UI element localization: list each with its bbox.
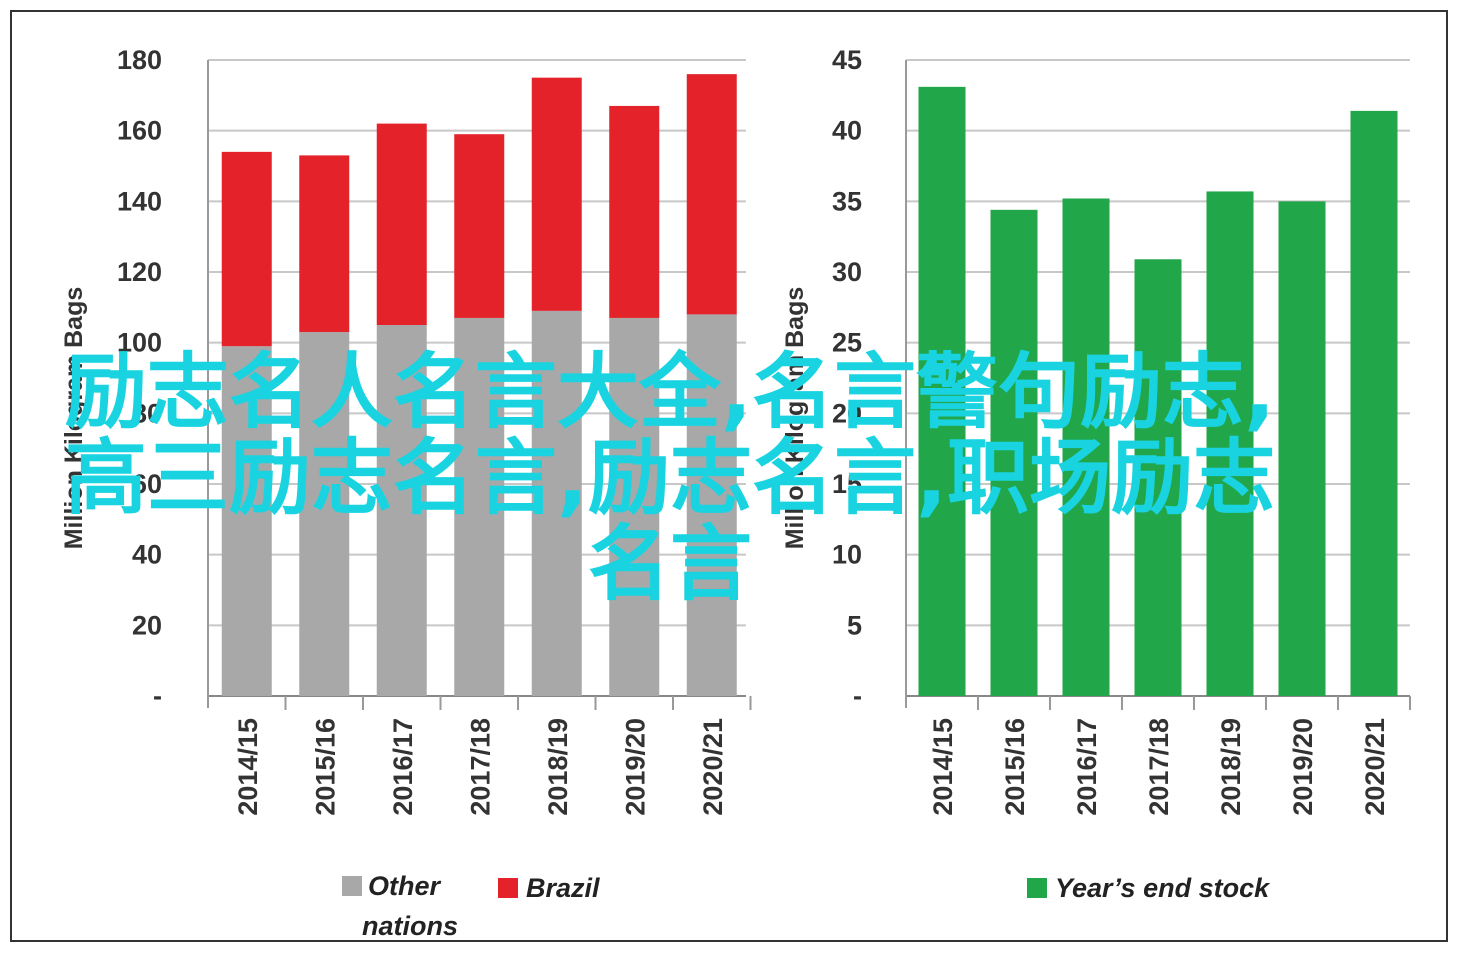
bar: [376, 123, 427, 325]
y-tick-label: 160: [117, 116, 162, 146]
y-tick-label: 120: [117, 257, 162, 287]
y-tick-label: 20: [132, 610, 162, 640]
x-tick-label: 2019/20: [620, 718, 650, 816]
y-tick-label: 80: [132, 398, 162, 428]
bar: [376, 325, 427, 696]
y-tick-label: 40: [132, 540, 162, 570]
y-tick-label: 180: [117, 45, 162, 75]
bar: [1134, 259, 1182, 696]
x-tick-label: 2015/16: [310, 718, 340, 816]
x-tick-label: 2016/17: [1072, 718, 1102, 816]
x-tick-label: 2017/18: [1144, 718, 1174, 816]
x-tick-label: 2016/17: [388, 718, 418, 816]
bar: [454, 317, 505, 696]
x-tick-label: 2020/21: [1360, 718, 1390, 816]
bar: [686, 74, 737, 315]
y-tick-label: -: [153, 681, 162, 711]
y-tick-label: 15: [832, 469, 862, 499]
legend-label: nations: [362, 911, 458, 941]
bar: [1062, 198, 1110, 697]
bar: [531, 77, 582, 311]
bar: [299, 332, 350, 696]
y-axis-label: Million Kilogram Bags: [781, 287, 809, 550]
y-tick-label: 140: [117, 186, 162, 216]
y-tick-label: 45: [832, 45, 862, 75]
x-tick-label: 2018/19: [543, 718, 573, 816]
legend-swatch: [498, 878, 518, 898]
bar: [609, 317, 660, 696]
legend-label: Brazil: [526, 873, 600, 903]
bar: [531, 310, 582, 696]
y-tick-label: 35: [832, 186, 862, 216]
y-tick-label: 30: [832, 257, 862, 287]
bar: [686, 314, 737, 696]
bar: [990, 209, 1038, 696]
legend-swatch: [1027, 878, 1047, 898]
x-tick-label: 2014/15: [233, 718, 263, 816]
y-axis-label: Million Kilogram Bags: [60, 287, 88, 550]
x-tick-label: 2019/20: [1288, 718, 1318, 816]
y-tick-label: 20: [832, 398, 862, 428]
bar: [609, 105, 660, 318]
legend-label: Year’s end stock: [1055, 873, 1271, 903]
bar: [1278, 201, 1326, 697]
x-tick-label: 2018/19: [1216, 718, 1246, 816]
x-tick-label: 2014/15: [928, 718, 958, 816]
bar: [221, 151, 272, 347]
y-tick-label: 25: [832, 328, 862, 358]
y-tick-label: 40: [832, 116, 862, 146]
bar: [1350, 110, 1398, 696]
bar: [918, 86, 966, 696]
bar: [454, 134, 505, 318]
y-tick-label: 100: [117, 328, 162, 358]
x-tick-label: 2017/18: [465, 718, 495, 816]
x-tick-label: 2015/16: [1000, 718, 1030, 816]
y-tick-label: 60: [132, 469, 162, 499]
legend-label: Other: [368, 871, 442, 901]
x-tick-label: 2020/21: [698, 718, 728, 816]
bar: [1206, 191, 1254, 696]
bar: [299, 155, 350, 333]
legend-swatch: [342, 876, 362, 896]
bar: [221, 346, 272, 696]
y-tick-label: -: [853, 681, 862, 711]
y-tick-label: 10: [832, 540, 862, 570]
y-tick-label: 5: [847, 610, 862, 640]
